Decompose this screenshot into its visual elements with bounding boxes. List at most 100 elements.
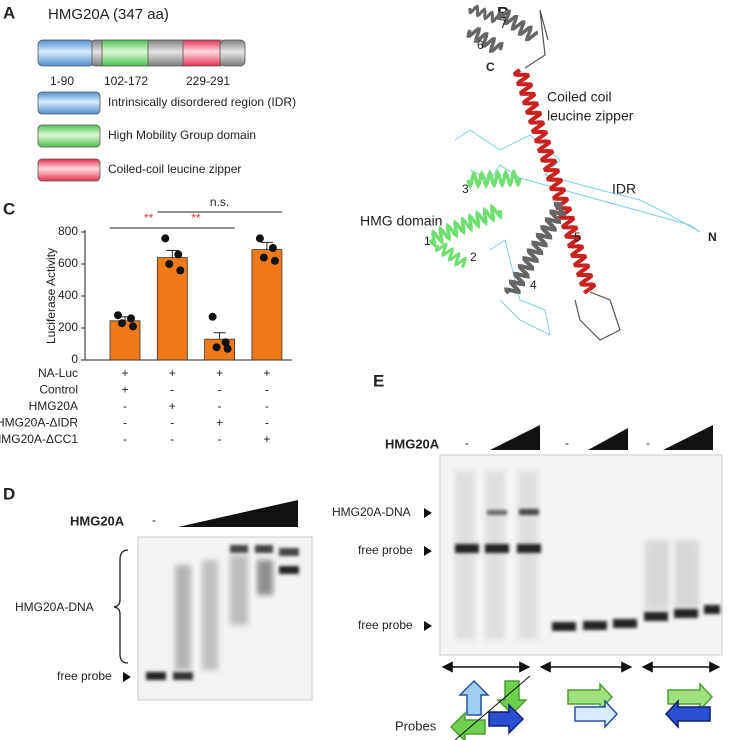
error-bar: [166, 249, 179, 258]
condition-mark: -: [265, 399, 269, 413]
panel-letter: C: [3, 199, 15, 218]
band-label: free probe: [358, 618, 413, 632]
helix: [428, 203, 503, 248]
data-point: [208, 312, 217, 321]
condition-mark: -: [170, 432, 174, 446]
protein-title: HMG20A (347 aa): [48, 6, 169, 23]
condition-mark: -: [123, 416, 127, 430]
helix-label: 3: [462, 182, 469, 196]
helix-label: 2: [470, 250, 477, 264]
legend-label: High Mobility Group domain: [108, 128, 256, 142]
titration-wedge: [490, 425, 540, 450]
bar: [156, 257, 188, 361]
helix-label: 5: [574, 230, 581, 244]
condition-mark: +: [169, 399, 176, 413]
legend-label: Coiled-coil leucine zipper: [108, 162, 241, 176]
condition-label: HMG20A-ΔCC1: [0, 432, 78, 446]
band-arrow: [123, 672, 131, 682]
significance-label: **: [144, 211, 154, 225]
error-bar: [213, 332, 226, 340]
data-point: [176, 266, 185, 275]
panel-letter: D: [3, 484, 15, 503]
terminus-label: N: [708, 230, 717, 244]
condition-mark: -: [170, 383, 174, 397]
condition-mark: +: [263, 366, 270, 380]
band-label: free probe: [358, 543, 413, 557]
condition-mark: -: [265, 383, 269, 397]
lane-label: -: [152, 513, 156, 527]
protein-label: HMG20A: [385, 436, 440, 451]
data-point: [129, 322, 137, 331]
condition-label: HMG20A-ΔIDR: [0, 416, 78, 430]
helix: [512, 68, 597, 295]
data-point: [255, 234, 264, 243]
titration-wedge: [588, 428, 628, 450]
domain-label: 102-172: [104, 74, 148, 88]
titration-wedge: [178, 500, 298, 527]
y-tick-label: 400: [58, 288, 78, 302]
helix: [504, 201, 566, 295]
y-tick-label: 800: [58, 224, 78, 238]
band-label: HMG20A-DNA: [15, 600, 94, 614]
data-point: [212, 343, 221, 352]
condition-label: NA-Luc: [38, 366, 78, 380]
condition-label: Control: [39, 383, 78, 397]
helix-label: 4: [530, 278, 537, 292]
structure-label: Coiled coil: [547, 89, 612, 105]
data-point: [270, 256, 279, 265]
gel: [439, 454, 723, 656]
probes-label: Probes: [395, 718, 437, 733]
y-tick-label: 0: [71, 352, 78, 366]
data-point: [118, 319, 126, 328]
y-tick-label: 600: [58, 256, 78, 270]
helix: [434, 242, 467, 269]
bar: [251, 249, 283, 361]
condition-mark: +: [216, 416, 223, 430]
significance-label: **: [191, 211, 201, 225]
condition-mark: -: [218, 399, 222, 413]
structure-label: IDR: [612, 181, 636, 197]
gel: [137, 536, 313, 701]
data-point: [165, 260, 174, 268]
lane-label: -: [465, 436, 469, 450]
condition-mark: +: [169, 366, 176, 380]
protein-label: HMG20A: [70, 513, 125, 528]
condition-mark: +: [121, 383, 128, 397]
helix: [466, 27, 504, 53]
brace: [113, 549, 129, 664]
data-point: [268, 244, 277, 252]
titration-wedge: [663, 425, 713, 450]
band-label: free probe: [57, 669, 112, 683]
probe-icons: [449, 675, 714, 740]
domain-label: 229-291: [186, 74, 230, 88]
protein-structure: [428, 4, 701, 341]
helix: [468, 4, 502, 24]
significance-label: n.s.: [210, 195, 229, 209]
helix: [466, 168, 522, 190]
data-point: [221, 338, 230, 347]
condition-mark: -: [265, 416, 269, 430]
condition-mark: -: [218, 383, 222, 397]
panel-letter: A: [3, 3, 15, 22]
domain-map: [37, 39, 246, 67]
error-bar: [260, 241, 273, 250]
lane-label: -: [565, 436, 569, 450]
condition-mark: -: [170, 416, 174, 430]
data-point: [223, 344, 232, 353]
helix-label: 7: [500, 17, 507, 31]
data-point: [259, 253, 268, 262]
y-axis-label: Luciferase Activity: [44, 248, 58, 344]
condition-mark: -: [123, 399, 127, 413]
structure-label: HMG domain: [360, 213, 442, 229]
legend-swatch: [37, 158, 101, 182]
structure-label: leucine zipper: [547, 108, 634, 124]
band-label: HMG20A-DNA: [332, 505, 411, 519]
helix: [496, 9, 538, 42]
helix-label: 6: [477, 38, 484, 52]
legend-label: Intrinsically disordered region (IDR): [108, 95, 296, 109]
condition-label: HMG20A: [29, 399, 78, 413]
legend-swatch: [37, 91, 101, 115]
data-point: [161, 234, 170, 243]
band-arrow: [424, 508, 432, 518]
